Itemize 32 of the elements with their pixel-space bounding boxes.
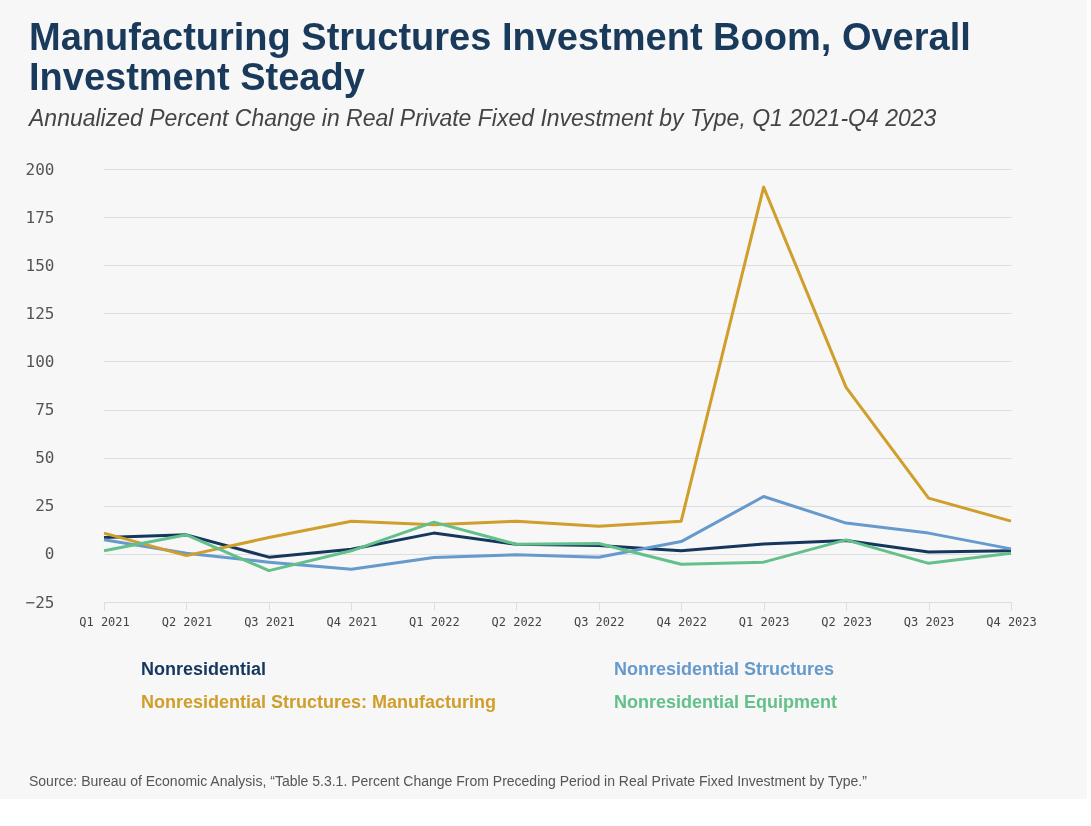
x-tick-label: Q1 2022: [409, 614, 460, 629]
x-tick-label: Q4 2022: [656, 614, 707, 629]
line-series: [102, 495, 1013, 571]
y-tick-label: 100: [25, 351, 55, 371]
y-tick-label: 25: [35, 496, 55, 516]
y-tick-label: 50: [35, 448, 55, 468]
y-tick-label: −25: [25, 592, 55, 612]
text: Nonresidential Structures: [614, 658, 835, 679]
line-series: [102, 185, 1013, 558]
x-tick-label: Q3 2022: [573, 614, 625, 629]
x-tick-label: Q3 2023: [903, 614, 955, 629]
chart-title: Manufacturing Structures Investment Boom, Overall Investment Steady: [29, 16, 971, 98]
y-tick-label: 0: [44, 544, 55, 564]
source-note: Source: Bureau of Economic Analysis, “Table 5.3.1. Percent Change From Preceding Period in Real Private Fixed Investment by Type.”: [29, 773, 868, 789]
x-tick-label: Q4 2021: [326, 614, 378, 629]
x-tick-label: Q2 2021: [161, 614, 213, 629]
text: Nonresidential Structures: Manufacturing: [141, 691, 497, 712]
y-tick-label: 75: [35, 400, 55, 420]
y-tick-label: 200: [25, 159, 55, 179]
x-tick-label: Q2 2023: [821, 614, 872, 629]
y-tick-label: 175: [25, 207, 55, 227]
x-tick-label: Q2 2022: [491, 614, 543, 629]
chart-subtitle: Annualized Percent Change in Real Private Fixed Investment by Type, Q1 2021-Q4 2023: [27, 105, 937, 131]
x-tick-label: Q3 2021: [244, 614, 295, 629]
y-tick-label: 150: [25, 255, 55, 275]
y-tick-label: 125: [25, 303, 55, 323]
text: Nonresidential: [141, 658, 267, 679]
x-tick-label: Q1 2021: [79, 614, 130, 629]
text: Nonresidential Equipment: [614, 691, 838, 712]
x-tick-label: Q4 2023: [986, 614, 1037, 629]
x-tick-label: Q1 2023: [738, 614, 790, 629]
line-series: [102, 520, 1013, 573]
